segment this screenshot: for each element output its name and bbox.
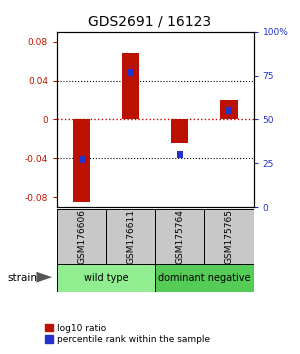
Bar	[204, 209, 254, 264]
Text: GSM176606: GSM176606	[77, 209, 86, 264]
Bar	[177, 151, 183, 158]
Bar	[122, 53, 139, 120]
Text: dominant negative: dominant negative	[158, 273, 250, 283]
Text: GSM176611: GSM176611	[126, 209, 135, 264]
Bar	[79, 156, 85, 163]
Bar	[73, 120, 90, 202]
Bar	[155, 264, 254, 292]
Bar	[57, 209, 106, 264]
Bar	[106, 209, 155, 264]
Text: GSM175765: GSM175765	[224, 209, 233, 264]
Text: GSM175764: GSM175764	[175, 209, 184, 264]
Bar	[155, 209, 204, 264]
Text: strain: strain	[8, 273, 38, 283]
Bar	[226, 107, 232, 114]
Bar	[171, 120, 188, 143]
Bar	[220, 100, 238, 120]
Text: wild type: wild type	[84, 273, 128, 283]
Legend: log10 ratio, percentile rank within the sample: log10 ratio, percentile rank within the …	[44, 322, 212, 346]
Bar	[57, 264, 155, 292]
Bar	[128, 69, 134, 76]
Polygon shape	[37, 272, 52, 282]
Text: GDS2691 / 16123: GDS2691 / 16123	[88, 14, 212, 28]
